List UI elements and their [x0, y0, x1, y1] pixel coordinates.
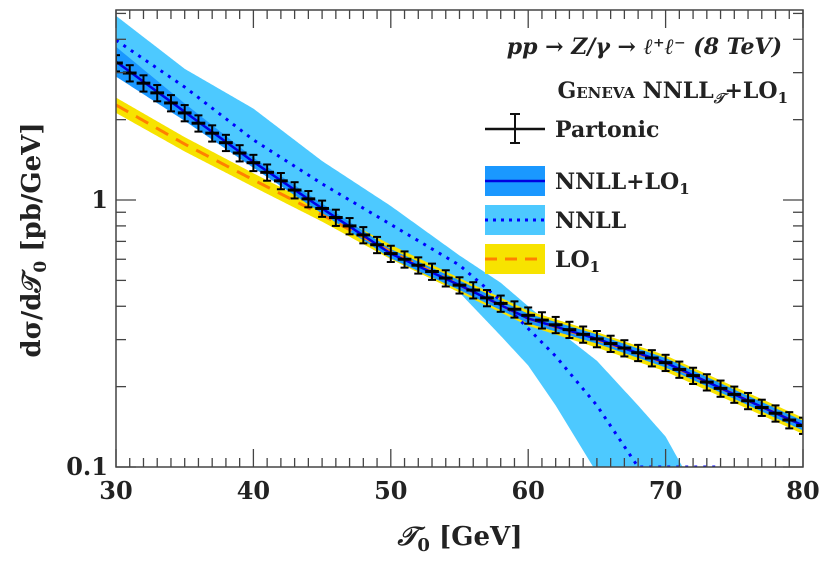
partonic-bin	[617, 339, 632, 358]
partonic-bin	[768, 404, 783, 423]
legend: pp → Z/γ → ℓ⁺ℓ⁻ (8 TeV) Geneva NNLL𝒯+LO1…	[485, 34, 788, 276]
x-tick-labels: 30 40 50 60 70 80	[99, 476, 819, 505]
partonic-bin	[535, 311, 549, 330]
partonic-bin	[150, 84, 165, 103]
process-annotation: pp → Z/γ → ℓ⁺ℓ⁻ (8 TeV)	[507, 34, 782, 60]
partonic-bin	[548, 315, 563, 335]
partonic-bin	[301, 190, 316, 209]
legend-entry-nnll: NNLL	[485, 205, 626, 235]
svg-text:Partonic: Partonic	[555, 117, 659, 143]
partonic-bin	[383, 244, 398, 264]
partonic-bin	[686, 366, 700, 385]
x-tick-label: 80	[786, 476, 819, 505]
legend-entry-partonic: Partonic	[485, 113, 659, 144]
partonic-bin	[562, 320, 577, 340]
partonic-bin	[576, 325, 591, 344]
partonic-bin	[164, 94, 178, 113]
y-tick-labels: 0.11	[66, 185, 108, 481]
partonic-bin	[438, 269, 453, 288]
partonic-bin	[507, 300, 522, 319]
partonic-bin	[397, 250, 412, 269]
partonic-bin	[754, 398, 769, 417]
x-tick-label: 70	[649, 476, 682, 505]
y-tick-label: 0.1	[66, 452, 108, 481]
nnll-line	[116, 38, 721, 467]
x-axis-label: 𝒯0 [GeV]	[396, 522, 522, 556]
partonic-bin	[590, 330, 604, 349]
x-tick-label: 30	[99, 476, 132, 505]
partonic-bin	[727, 385, 742, 404]
svg-text:LO1: LO1	[555, 247, 600, 276]
partonic-bin	[328, 208, 343, 227]
legend-entry-lo1: LO1	[485, 244, 600, 276]
partonic-bin	[287, 181, 302, 200]
partonic-bin	[370, 235, 384, 255]
partonic-bin	[136, 74, 151, 93]
partonic-bin	[411, 256, 426, 275]
partonic-bin	[232, 144, 247, 163]
x-tick-label: 40	[237, 476, 270, 505]
partonic-bin	[741, 391, 755, 411]
partonic-bin	[699, 373, 714, 392]
partonic-bin	[260, 163, 275, 182]
x-tick-label: 50	[374, 476, 407, 505]
partonic-bin	[177, 104, 192, 123]
partonic-bin	[644, 349, 659, 368]
partonic-bin	[603, 334, 618, 353]
partonic-bin	[315, 199, 329, 218]
partonic-histogram	[116, 54, 803, 435]
partonic-bin	[342, 217, 357, 236]
generator-annotation: Geneva NNLL𝒯+LO1	[557, 78, 788, 107]
partonic-bin	[672, 360, 687, 379]
partonic-bin	[493, 294, 508, 313]
legend-entry-nnll-lo1: NNLL+LO1	[485, 166, 690, 198]
partonic-bin	[521, 306, 536, 325]
nnll-band	[116, 15, 721, 467]
partonic-bin	[219, 133, 233, 153]
partonic-bin	[191, 114, 206, 133]
partonic-bin	[631, 343, 645, 363]
x-tick-label: 60	[511, 476, 544, 505]
y-tick-label: 1	[91, 185, 108, 214]
axis-ticks	[115, 10, 804, 468]
partonic-bin	[713, 379, 728, 398]
partonic-bin	[452, 276, 467, 295]
y-axis-label: dσ/d𝒯0 [pb/GeV]	[17, 122, 51, 357]
partonic-bin	[480, 289, 494, 308]
partonic-bin	[782, 411, 797, 430]
svg-text:NNLL: NNLL	[555, 208, 626, 234]
partonic-bin	[425, 262, 439, 281]
partonic-bin	[205, 124, 220, 143]
partonic-bin	[356, 226, 371, 245]
partonic-bin	[658, 353, 673, 373]
partonic-bin	[274, 171, 288, 191]
partonic-bin	[466, 281, 481, 300]
svg-text:NNLL+LO1: NNLL+LO1	[555, 169, 690, 198]
partonic-bin	[246, 153, 261, 173]
